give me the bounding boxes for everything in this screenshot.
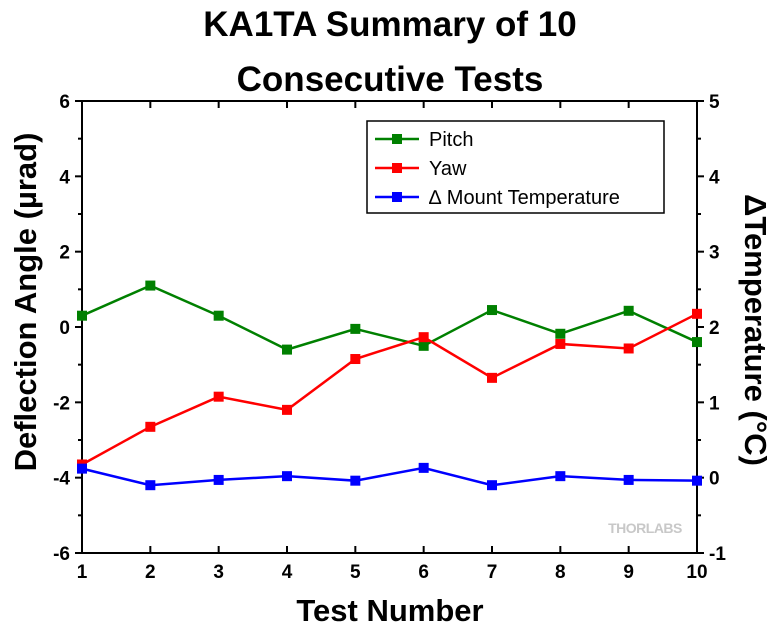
left-y-tick-label: 6 (59, 92, 70, 113)
y-axis-label-left: Deflection Angle (µrad) (8, 133, 43, 472)
data-point (555, 338, 566, 349)
data-point (282, 344, 292, 355)
right-y-tick-label: 2 (709, 318, 720, 339)
data-point (350, 323, 361, 334)
right-y-tick-label: -1 (709, 544, 726, 565)
legend-marker (392, 134, 402, 144)
x-tick-label: 8 (555, 562, 566, 583)
x-axis-label: Test Number (296, 593, 483, 628)
x-tick-label: 5 (350, 562, 361, 583)
data-point (418, 340, 429, 351)
left-y-tick-label: -2 (53, 393, 70, 414)
data-point (487, 305, 497, 316)
chart-title-line-1: KA1TA Summary of 10 (203, 5, 576, 44)
legend: Pitch Yaw ∆ Mount Temperature (366, 120, 665, 214)
left-y-tick-label: 2 (59, 243, 70, 264)
x-tick-label: 4 (282, 562, 293, 583)
y-axis-label-right: ΔTemperature (°C) (738, 194, 773, 466)
left-y-tick-label: 4 (59, 167, 70, 188)
legend-marker (392, 163, 402, 173)
series-line (81, 284, 698, 351)
data-point (623, 343, 634, 354)
legend-label: ∆ Mount Temperature (429, 187, 620, 209)
legend-label: Yaw (429, 158, 467, 180)
left-y-tick-label: -4 (53, 469, 70, 490)
data-point (555, 471, 566, 482)
data-point (692, 308, 702, 319)
series-line (81, 466, 698, 487)
data-point (418, 332, 429, 343)
data-point (350, 354, 361, 365)
x-tick-label: 2 (145, 562, 156, 583)
legend-item: Pitch (375, 129, 473, 151)
x-tick-label: 3 (213, 562, 224, 583)
axis-ticks (75, 100, 704, 554)
data-point (145, 280, 156, 291)
data-point (692, 475, 702, 486)
data-point (623, 474, 634, 485)
data-point (77, 463, 87, 474)
x-tick-label: 7 (487, 562, 498, 583)
left-y-tick-label: 0 (59, 318, 70, 339)
legend-item: Yaw (375, 158, 467, 180)
right-y-tick-label: 3 (709, 243, 720, 264)
legend-item: ∆ Mount Temperature (375, 187, 620, 209)
data-point (145, 480, 156, 491)
data-point (145, 421, 156, 432)
right-y-tick-label: 4 (709, 167, 720, 188)
data-point (282, 471, 292, 482)
data-point (418, 462, 429, 473)
right-y-tick-label: 1 (709, 393, 720, 414)
series-3 (77, 462, 702, 491)
data-point (623, 305, 634, 316)
series-1 (77, 280, 702, 355)
data-point (213, 310, 224, 321)
legend-label: Pitch (429, 129, 473, 151)
data-point (487, 480, 497, 491)
data-point (213, 474, 224, 485)
series-2 (77, 308, 702, 470)
right-y-tick-label: 0 (709, 469, 720, 490)
data-point (213, 391, 224, 402)
legend-marker (392, 192, 402, 202)
data-point (77, 310, 87, 321)
data-point (487, 372, 497, 383)
data-point (350, 475, 361, 486)
right-y-tick-label: 5 (709, 92, 720, 113)
data-point (555, 328, 566, 339)
series-layer (77, 280, 702, 491)
thorlabs-watermark: THORLABS (608, 520, 682, 536)
tick-labels: 1 2 3 4 5 6 7 8 9 10 -6 -4 -2 0 2 4 6 -1 0 1 2 3 4 5 (53, 92, 726, 583)
x-tick-label: 10 (686, 562, 707, 583)
chart-title-line-2: Consecutive Tests (237, 60, 544, 99)
series-line (81, 312, 698, 466)
data-point (282, 404, 292, 415)
x-tick-label: 9 (623, 562, 634, 583)
x-tick-label: 6 (418, 562, 429, 583)
data-point (692, 337, 702, 348)
x-tick-label: 1 (77, 562, 88, 583)
left-y-tick-label: -6 (53, 544, 70, 565)
